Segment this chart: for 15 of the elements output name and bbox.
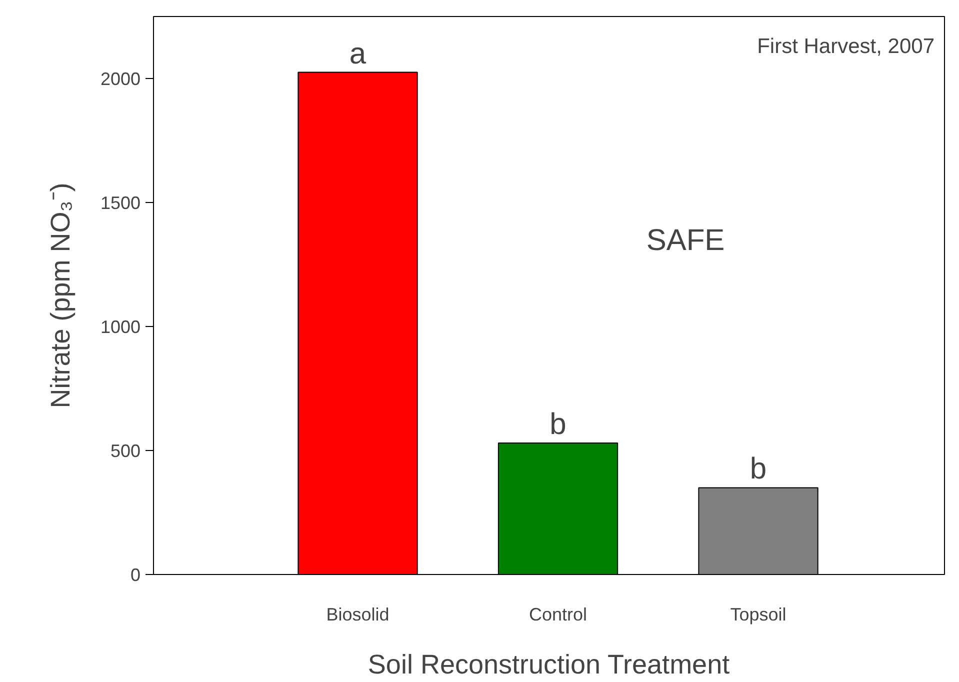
annotation: b xyxy=(750,452,767,486)
y-tick-label: 2000 xyxy=(100,69,141,89)
y-tick-label: 1000 xyxy=(100,317,141,337)
y-tick-label: 1500 xyxy=(100,193,141,213)
x-tick-label: Topsoil xyxy=(730,604,786,624)
annotation: b xyxy=(550,408,566,442)
y-tick-label: 500 xyxy=(110,441,141,461)
x-tick-label: Control xyxy=(529,604,588,624)
annotation: a xyxy=(349,37,366,70)
x-axis-title: Soil Reconstruction Treatment xyxy=(368,650,730,680)
annotation: SAFE xyxy=(646,224,725,257)
annotation: First Harvest, 2007 xyxy=(757,35,935,58)
x-tick-label: Biosolid xyxy=(326,604,390,624)
y-tick-label: 0 xyxy=(130,565,141,585)
y-axis-title: Nitrate (ppm NO₃⁻) xyxy=(45,182,76,408)
